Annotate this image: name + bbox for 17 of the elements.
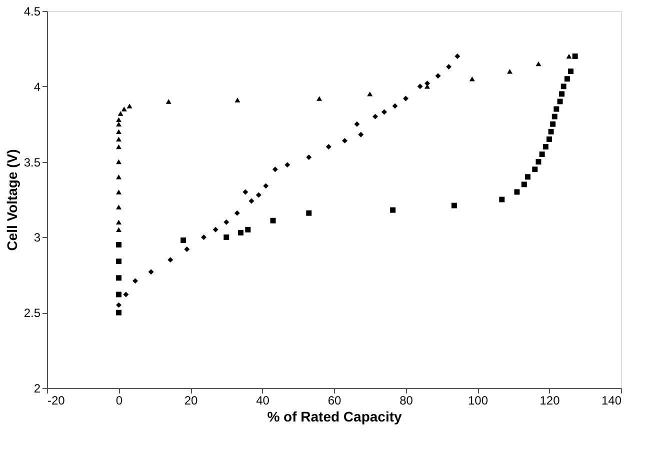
x-tick-label: 100	[468, 394, 488, 408]
x-tick-label: 40	[256, 394, 270, 408]
x-tick-label: 140	[601, 394, 622, 408]
y-tick-label: 2.5	[24, 306, 41, 320]
y-tick-label: 4.5	[24, 4, 41, 18]
y-tick-label: 3	[34, 230, 41, 245]
x-axis-title: % of Rated Capacity	[267, 408, 402, 424]
x-tick-label: 20	[184, 394, 198, 408]
x-tick-label: 80	[400, 394, 414, 408]
y-tick-label: 2	[34, 382, 41, 396]
y-axis-title: Cell Voltage (V)	[4, 149, 20, 251]
x-tick-label: -20	[48, 394, 66, 408]
y-tick-label: 4	[34, 80, 41, 94]
x-tick-label: 120	[540, 394, 560, 408]
y-tick-label: 3.5	[24, 155, 41, 170]
x-tick-label: 60	[328, 394, 342, 408]
x-tick-label: 0	[116, 394, 123, 408]
